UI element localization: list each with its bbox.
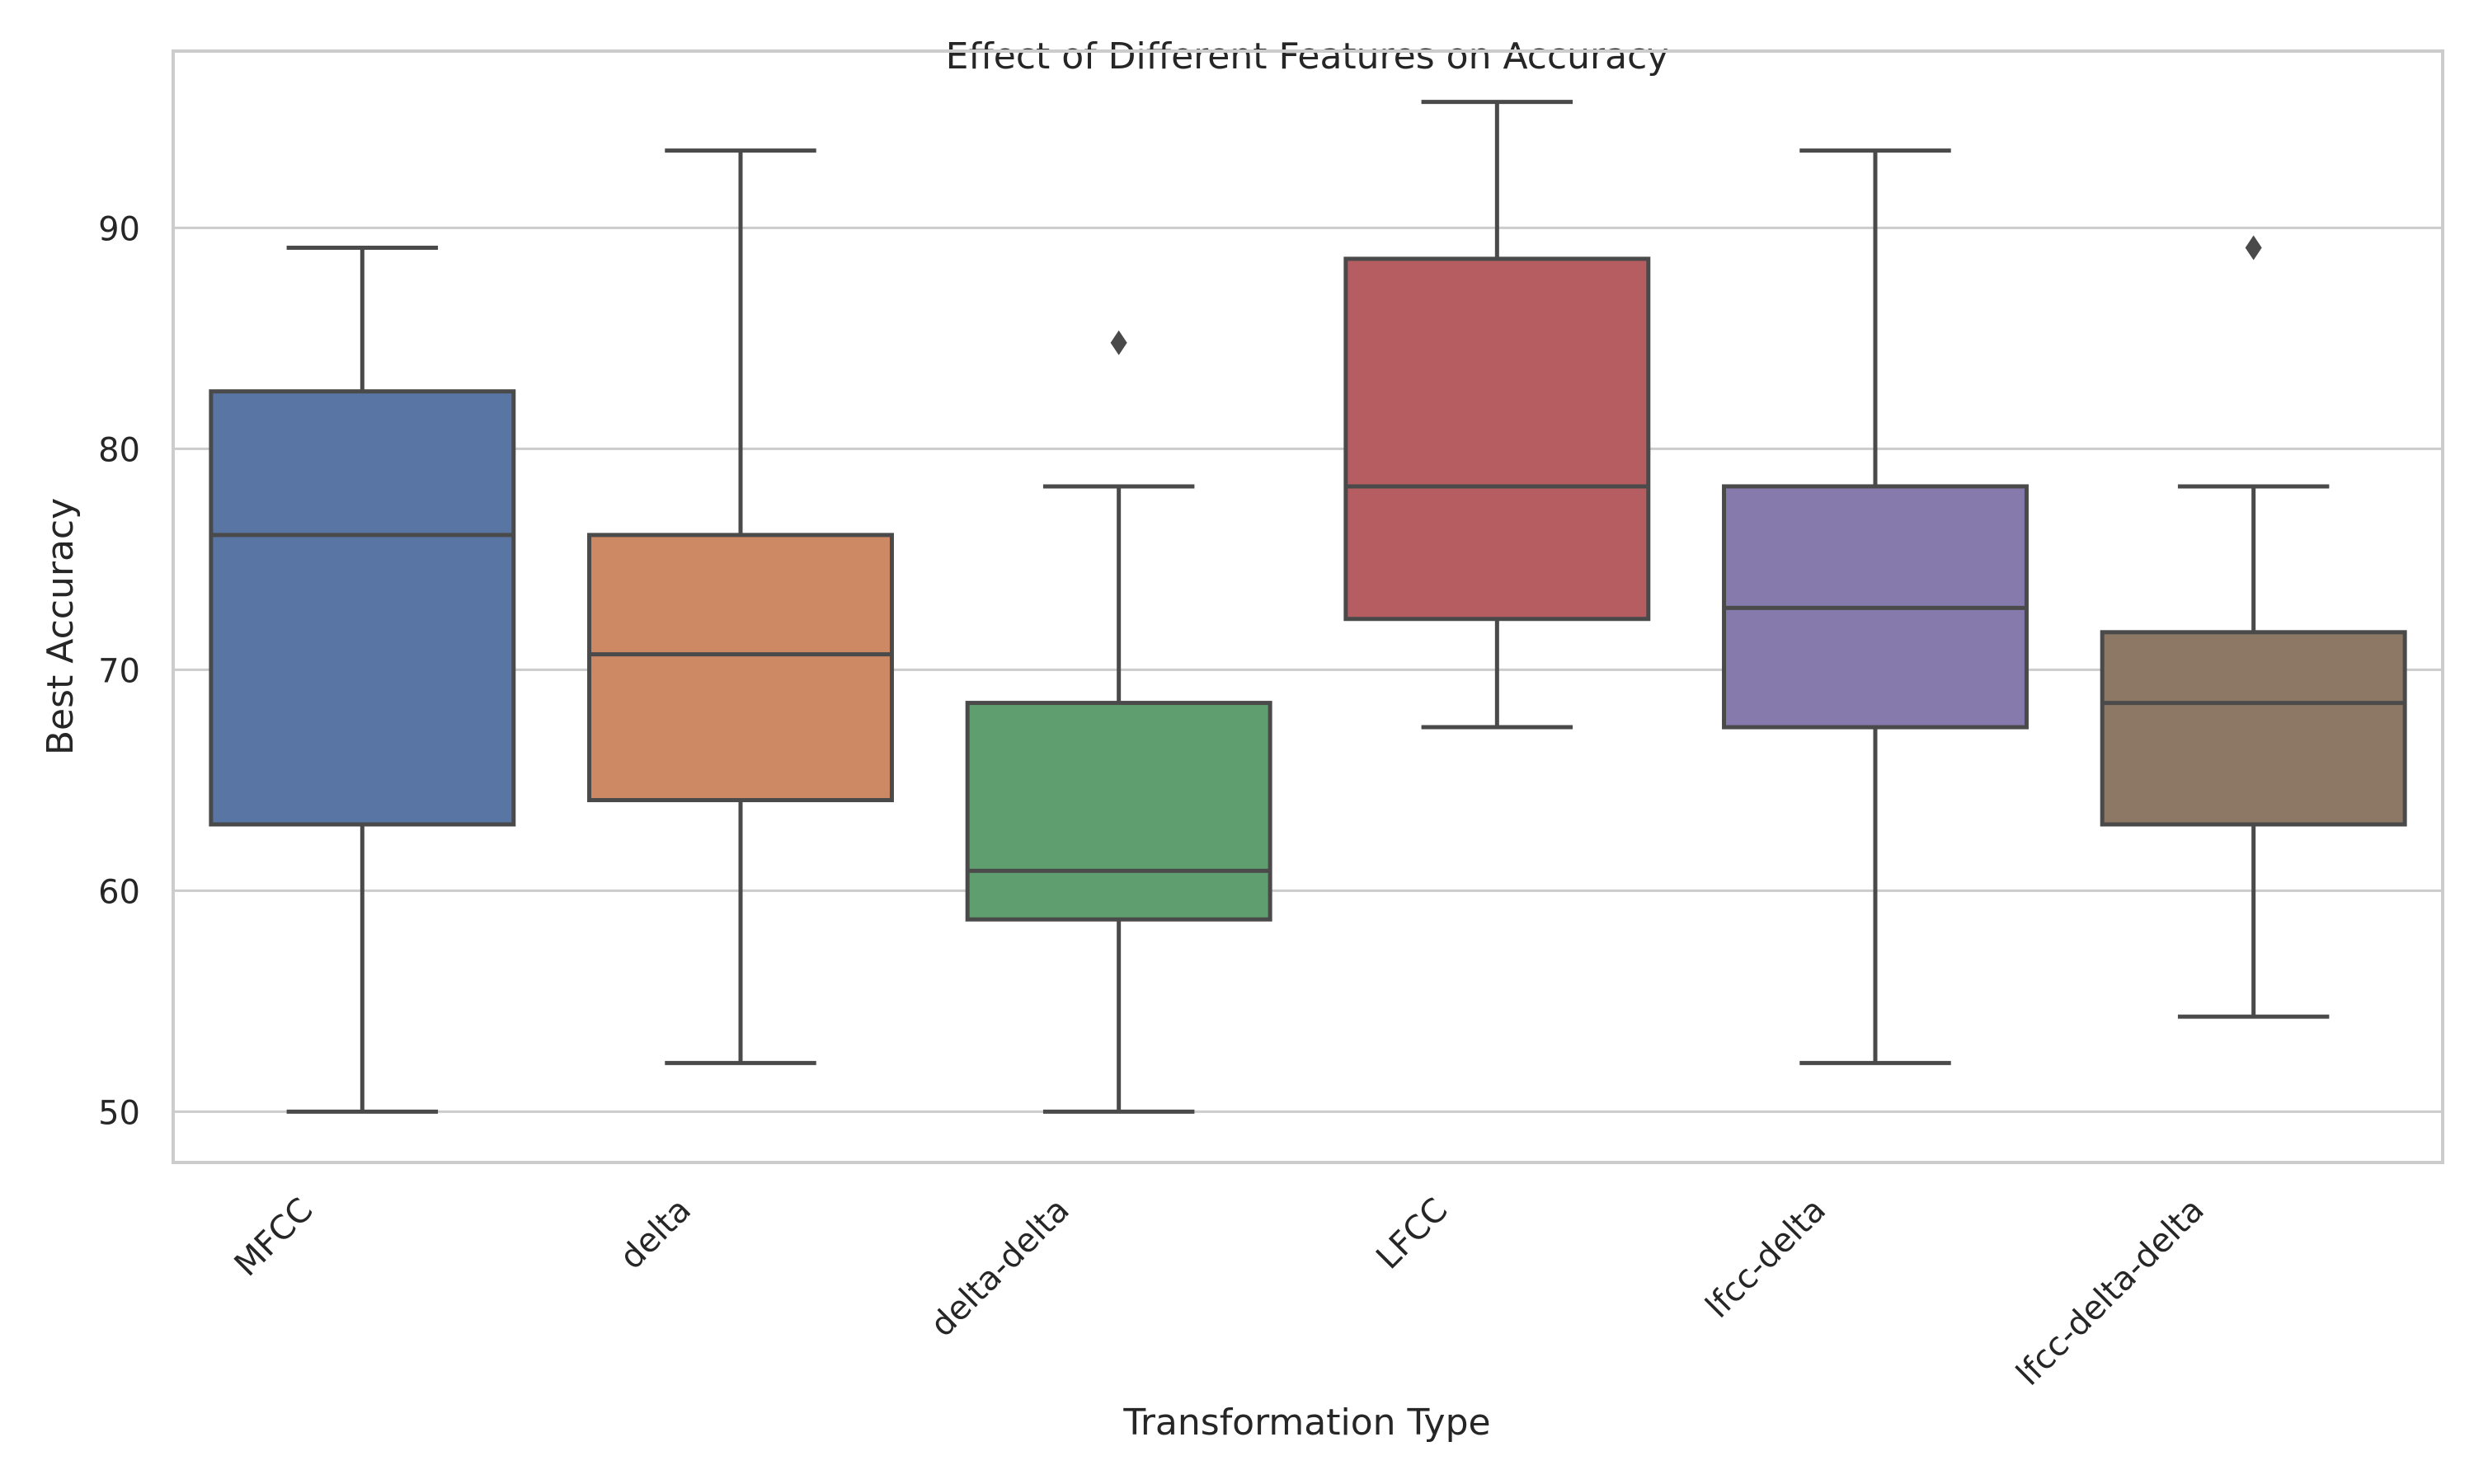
- box-group-4: [1722, 148, 2029, 1065]
- y-tick-labels: 50 60 70 80 90: [98, 210, 140, 1132]
- x-tick-label: delta-delta: [924, 1191, 1077, 1345]
- outlier-point: [2245, 235, 2262, 261]
- x-tick-label: delta: [613, 1191, 698, 1277]
- x-tick-label: MFCC: [228, 1191, 321, 1284]
- box-group-0: [209, 246, 516, 1114]
- x-tick-label: lfcc-delta-delta: [2010, 1191, 2212, 1393]
- iqr-box: [965, 701, 1272, 922]
- x-tick-labels: MFCC delta delta-delta LFCC lfcc-delta lfcc-d…: [228, 1191, 2212, 1393]
- x-tick-label: LFCC: [1369, 1191, 1455, 1277]
- y-tick-label: 80: [98, 431, 140, 469]
- iqr-box: [1343, 256, 1651, 622]
- y-axis-label: Best Accuracy: [40, 498, 82, 755]
- box-group-2: [965, 330, 1272, 1114]
- outlier-point: [1110, 330, 1127, 355]
- x-tick-label: lfcc-delta: [1699, 1191, 1833, 1326]
- grid-lines: [173, 226, 2443, 1113]
- box-group-5: [2100, 235, 2407, 1019]
- plot-frame: [172, 49, 2444, 1164]
- box-group-3: [1343, 100, 1651, 730]
- chart-title: Effect of Different Features on Accuracy: [946, 35, 1669, 77]
- y-tick-label: 90: [98, 210, 140, 248]
- boxes: [209, 100, 2407, 1114]
- iqr-box: [209, 389, 516, 827]
- y-tick-label: 70: [98, 652, 140, 690]
- x-axis-label: Transformation Type: [1122, 1402, 1490, 1444]
- y-tick-label: 50: [98, 1094, 140, 1132]
- box-group-1: [587, 148, 894, 1065]
- y-tick-label: 60: [98, 873, 140, 911]
- iqr-box: [2100, 630, 2407, 827]
- iqr-box: [587, 533, 894, 802]
